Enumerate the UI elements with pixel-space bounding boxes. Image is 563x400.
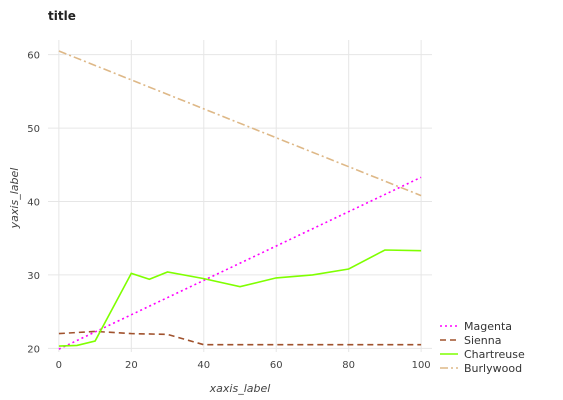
- y-tick-label: 50: [27, 124, 40, 135]
- x-axis-label: xaxis_label: [209, 382, 271, 395]
- grid: [48, 40, 432, 352]
- series-line-burlywood: [58, 50, 422, 197]
- y-axis-label: yaxis_label: [8, 168, 21, 230]
- series-line-magenta: [58, 176, 422, 350]
- series-lines: [58, 50, 422, 350]
- legend-label-magenta: Magenta: [464, 320, 512, 333]
- y-tick-label: 60: [27, 51, 40, 62]
- x-tick-label: 20: [125, 360, 138, 371]
- series-line-sienna: [58, 330, 422, 346]
- legend-label-burlywood: Burlywood: [464, 362, 522, 375]
- chart-title: title: [48, 9, 76, 23]
- legend-label-sienna: Sienna: [464, 334, 502, 347]
- x-tick-label: 100: [412, 360, 431, 371]
- y-tick-label: 40: [27, 198, 40, 209]
- x-tick-label: 40: [197, 360, 210, 371]
- x-tick-label: 80: [342, 360, 355, 371]
- y-tick-label: 30: [27, 271, 40, 282]
- x-tick-label: 60: [270, 360, 283, 371]
- x-tick-label: 0: [56, 360, 62, 371]
- series-line-chartreuse: [58, 249, 422, 347]
- axis-ticks: 0 20 40 60 80 100 20 30 40 50 60: [27, 51, 430, 371]
- y-tick-label: 20: [27, 344, 40, 355]
- legend-label-chartreuse: Chartreuse: [464, 348, 525, 361]
